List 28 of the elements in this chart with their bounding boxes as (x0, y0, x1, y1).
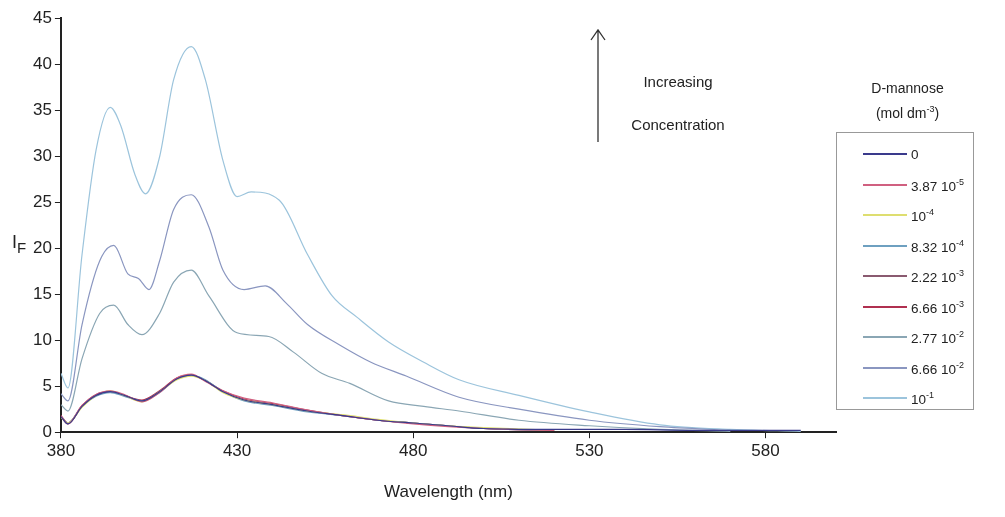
y-tick-label: 0 (42, 421, 52, 441)
legend-label: 6.66 10$^{-3}$ (911, 298, 965, 315)
y-tick-label: 45 (32, 7, 52, 27)
legend-label: 6.66 10$^{-2}$ (911, 359, 965, 376)
y-tick-label: 35 (32, 99, 52, 119)
legend-label: 0 (911, 146, 919, 162)
legend-label: 8.32 10$^{-4}$ (911, 237, 965, 254)
x-tick-label: 530 (575, 441, 604, 461)
x-axis-title: Wavelength (nm) (384, 482, 513, 502)
x-tick-label: 480 (399, 441, 428, 461)
legend-label: 3.87 10$^{-5}$ (911, 176, 965, 193)
x-tick-label: 380 (46, 441, 76, 461)
text: Increasing Concentration (631, 73, 725, 133)
y-tick-label: 5 (42, 375, 52, 395)
legend-label: 10$^{-4}$ (911, 207, 935, 224)
y-tick-label: 30 (32, 145, 52, 165)
legend-label: 2.77 10$^{-2}$ (911, 329, 965, 346)
y-tick-label: 25 (32, 191, 52, 211)
legend-label: 2.22 10$^{-3}$ (911, 268, 965, 285)
y-tick-label: 10 (32, 329, 52, 349)
x-tick-label: 430 (222, 441, 252, 461)
legend-title: D-mannose (mol dm$^{-3}$) (870, 79, 945, 123)
x-tick-label: 580 (751, 441, 780, 461)
y-tick-label: 20 (32, 237, 52, 257)
y-tick-label: 40 (32, 53, 52, 73)
y-tick-label: 15 (32, 283, 52, 303)
y-axis-title: I$_{F}$ (12, 232, 27, 256)
legend-label: 10$^{-1}$ (911, 390, 935, 407)
